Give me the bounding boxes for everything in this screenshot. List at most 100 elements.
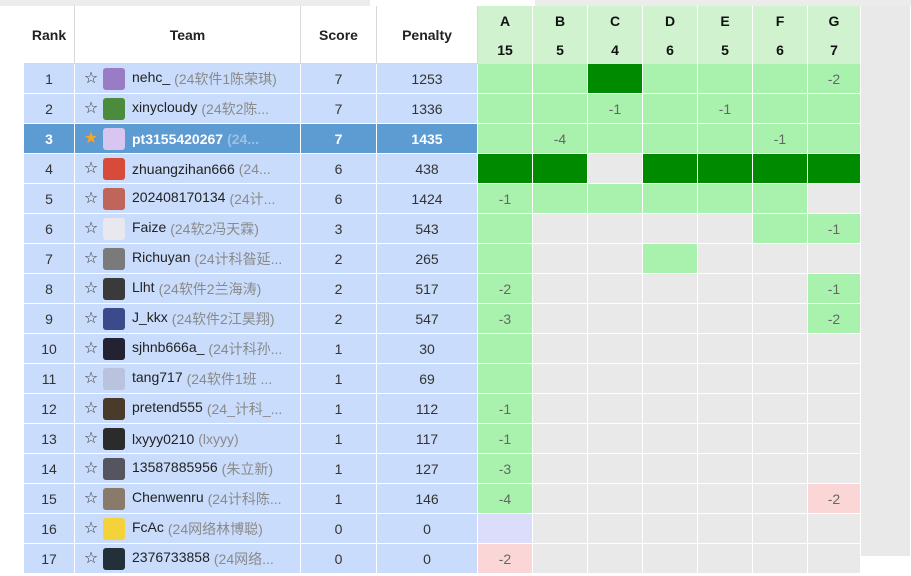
problem-e-cell[interactable]	[698, 424, 753, 454]
problem-e-cell[interactable]	[698, 244, 753, 274]
problem-e-cell[interactable]	[698, 454, 753, 484]
problem-a-cell[interactable]	[478, 64, 533, 94]
team-name[interactable]: Llht	[132, 278, 155, 295]
problem-d-cell[interactable]	[643, 184, 698, 214]
team-cell[interactable]: ☆ 2376733858 (24网络...	[75, 544, 301, 574]
problem-c-cell[interactable]	[588, 364, 643, 394]
star-outline-icon[interactable]: ☆	[83, 219, 99, 237]
table-row[interactable]: 5 ☆ 202408170134 (24计... 6 1424 -1	[24, 184, 861, 214]
team-cell[interactable]: ☆ sjhnb666a_ (24计科孙...	[75, 334, 301, 364]
table-row[interactable]: 16 ☆ FcAc (24网络林博聪) 0 0	[24, 514, 861, 544]
problem-g-cell[interactable]	[808, 94, 861, 124]
problem-d-cell[interactable]	[643, 544, 698, 574]
problem-a-cell[interactable]	[478, 364, 533, 394]
team-name[interactable]: tang717	[132, 368, 183, 385]
problem-f-cell[interactable]: -1	[753, 124, 808, 154]
problem-d-cell[interactable]	[643, 364, 698, 394]
problem-b-cell[interactable]	[533, 424, 588, 454]
star-outline-icon[interactable]: ☆	[83, 279, 99, 297]
problem-d-cell[interactable]	[643, 454, 698, 484]
problem-g-cell[interactable]	[808, 154, 861, 184]
problem-b-cell[interactable]	[533, 334, 588, 364]
star-outline-icon[interactable]: ☆	[83, 459, 99, 477]
problem-f-cell[interactable]	[753, 454, 808, 484]
problem-a-cell[interactable]: -1	[478, 424, 533, 454]
star-outline-icon[interactable]: ☆	[83, 429, 99, 447]
team-name[interactable]: pt3155420267	[132, 130, 224, 147]
problem-c-cell[interactable]	[588, 514, 643, 544]
problem-a-cell[interactable]	[478, 154, 533, 184]
problem-b-cell[interactable]	[533, 154, 588, 184]
problem-d-cell[interactable]	[643, 154, 698, 184]
problem-a-cell[interactable]: -1	[478, 394, 533, 424]
problem-d-cell[interactable]	[643, 484, 698, 514]
problem-d-cell[interactable]	[643, 304, 698, 334]
rank-header[interactable]: Rank	[24, 6, 75, 64]
problem-b-cell[interactable]	[533, 94, 588, 124]
table-row[interactable]: 17 ☆ 2376733858 (24网络... 0 0 -2	[24, 544, 861, 574]
problem-b-cell[interactable]	[533, 244, 588, 274]
problem-g-cell[interactable]	[808, 244, 861, 274]
star-outline-icon[interactable]: ☆	[83, 189, 99, 207]
team-name[interactable]: nehc_	[132, 68, 171, 85]
team-cell[interactable]: ☆ xinycloudy (24软2陈...	[75, 94, 301, 124]
table-row[interactable]: 11 ☆ tang717 (24软件1班 ... 1 69	[24, 364, 861, 394]
problem-b-cell[interactable]	[533, 484, 588, 514]
team-name[interactable]: J_kkx	[132, 308, 168, 325]
problem-e-cell[interactable]	[698, 274, 753, 304]
problem-b-cell[interactable]	[533, 64, 588, 94]
team-name[interactable]: FcAc	[132, 518, 164, 535]
problem-a-cell[interactable]: -4	[478, 484, 533, 514]
table-row[interactable]: 6 ☆ Faize (24软2冯天霖) 3 543 -1	[24, 214, 861, 244]
team-name[interactable]: Faize	[132, 218, 167, 235]
team-name[interactable]: 202408170134	[132, 188, 226, 205]
problem-e-cell[interactable]	[698, 154, 753, 184]
problem-c-cell[interactable]	[588, 424, 643, 454]
problem-d-cell[interactable]	[643, 514, 698, 544]
problem-e-cell[interactable]	[698, 544, 753, 574]
problem-c-cell[interactable]	[588, 214, 643, 244]
problem-a-header[interactable]: A	[478, 6, 533, 35]
problem-b-cell[interactable]	[533, 184, 588, 214]
team-cell[interactable]: ☆ J_kkx (24软件2江昊翔)	[75, 304, 301, 334]
star-outline-icon[interactable]: ☆	[83, 369, 99, 387]
star-outline-icon[interactable]: ☆	[83, 549, 99, 567]
problem-f-cell[interactable]	[753, 514, 808, 544]
problem-g-cell[interactable]: -1	[808, 214, 861, 244]
problem-f-cell[interactable]	[753, 304, 808, 334]
problem-c-cell[interactable]	[588, 394, 643, 424]
problem-e-cell[interactable]: -1	[698, 94, 753, 124]
problem-g-cell[interactable]	[808, 364, 861, 394]
problem-a-cell[interactable]	[478, 94, 533, 124]
problem-a-cell[interactable]: -3	[478, 454, 533, 484]
problem-a-cell[interactable]: -2	[478, 544, 533, 574]
problem-g-cell[interactable]	[808, 424, 861, 454]
problem-d-cell[interactable]	[643, 334, 698, 364]
team-name[interactable]: 13587885956	[132, 458, 218, 475]
problem-e-cell[interactable]	[698, 124, 753, 154]
problem-e-cell[interactable]	[698, 214, 753, 244]
problem-a-cell[interactable]: -1	[478, 184, 533, 214]
problem-c-cell[interactable]	[588, 274, 643, 304]
star-outline-icon[interactable]: ☆	[83, 489, 99, 507]
problem-g-cell[interactable]	[808, 394, 861, 424]
team-name[interactable]: zhuangzihan666	[132, 160, 235, 177]
team-cell[interactable]: ☆ 202408170134 (24计...	[75, 184, 301, 214]
problem-e-cell[interactable]	[698, 304, 753, 334]
problem-g-cell[interactable]: -1	[808, 274, 861, 304]
problem-b-cell[interactable]	[533, 364, 588, 394]
problem-c-cell[interactable]	[588, 334, 643, 364]
problem-f-cell[interactable]	[753, 244, 808, 274]
problem-c-cell[interactable]	[588, 304, 643, 334]
problem-b-cell[interactable]: -4	[533, 124, 588, 154]
team-cell[interactable]: ☆ tang717 (24软件1班 ...	[75, 364, 301, 394]
score-header[interactable]: Score	[301, 6, 377, 64]
star-outline-icon[interactable]: ☆	[83, 309, 99, 327]
problem-d-header[interactable]: D	[643, 6, 698, 35]
table-row[interactable]: 4 ☆ zhuangzihan666 (24... 6 438	[24, 154, 861, 184]
problem-f-cell[interactable]	[753, 484, 808, 514]
team-cell[interactable]: ☆ Faize (24软2冯天霖)	[75, 214, 301, 244]
problem-c-cell[interactable]	[588, 64, 643, 94]
problem-c-cell[interactable]	[588, 184, 643, 214]
problem-f-cell[interactable]	[753, 274, 808, 304]
